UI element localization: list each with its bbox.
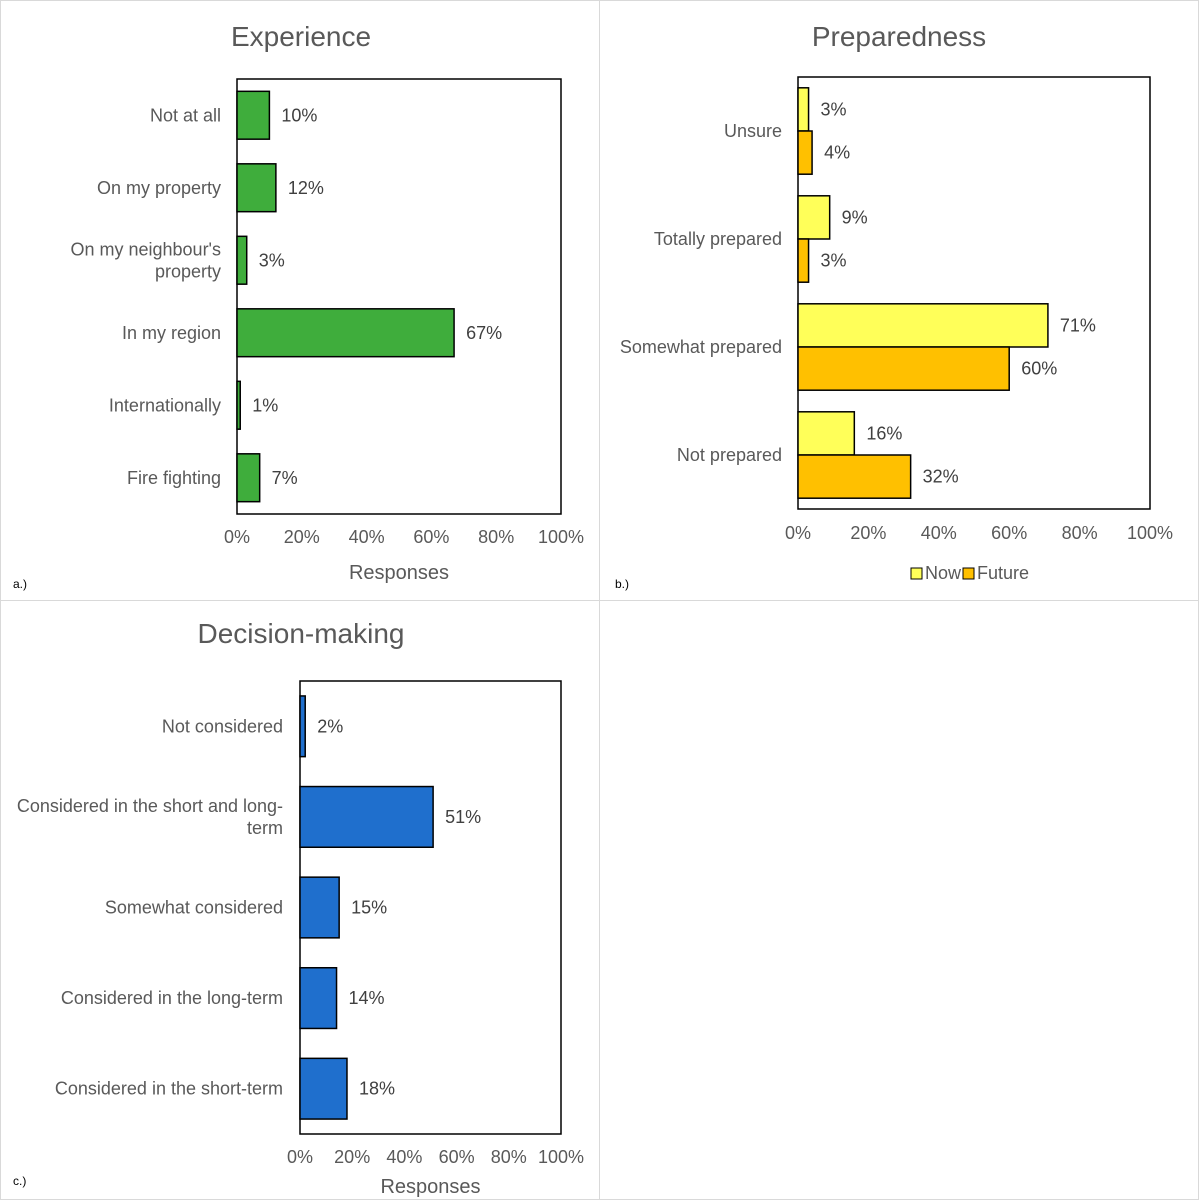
bar-experience [236, 90, 271, 140]
bar-decision-making [299, 966, 338, 1030]
category-label: Totally prepared [654, 229, 782, 249]
x-tick-label: 20% [850, 523, 886, 543]
x-tick-label: 80% [1062, 523, 1098, 543]
bar-now [797, 87, 810, 132]
data-label: 32% [923, 467, 959, 487]
data-label: 15% [351, 898, 387, 918]
data-label: 1% [252, 395, 278, 415]
data-label: 4% [824, 143, 850, 163]
x-tick-label: 60% [413, 527, 449, 547]
bar-future [797, 238, 810, 283]
category-label: Internationally [109, 395, 221, 415]
bar-future [797, 346, 1010, 391]
bar-experience [236, 308, 455, 358]
data-label: 3% [821, 99, 847, 119]
category-label: Considered in the short-term [55, 1079, 283, 1099]
category-label: Not prepared [677, 445, 782, 465]
data-label: 9% [842, 207, 868, 227]
decision-making-chart: Decision-making 0% 20% 40% 60% 80% 100% Respons… [13, 618, 584, 1198]
experience-chart-panel: Experience 0% 20% 40% 60% 80% 100% Responses a.)… [0, 0, 600, 601]
panel-label: a.) [13, 577, 27, 591]
chart-title: Preparedness [812, 21, 986, 52]
data-label: 51% [445, 807, 481, 827]
data-label: 18% [359, 1079, 395, 1099]
data-label: 3% [259, 250, 285, 270]
data-label: 7% [272, 468, 298, 488]
plot-area-border [236, 78, 562, 515]
category-label: Not at all [150, 105, 221, 125]
x-tick-label: 40% [349, 527, 385, 547]
chart-title: Decision-making [198, 618, 405, 649]
preparedness-chart: Preparedness 0% 20% 40% 60% 80% 100% b.) Unsure 3… [615, 21, 1173, 591]
x-tick-label: 100% [1127, 523, 1173, 543]
x-tick-label: 20% [334, 1147, 370, 1167]
panel-label: c.) [13, 1174, 26, 1188]
category-label: Considered in the long-term [61, 988, 283, 1008]
bar-experience [236, 453, 261, 503]
data-label: 14% [349, 988, 385, 1008]
category-label: Fire fighting [127, 468, 221, 488]
category-label: On my property [97, 178, 221, 198]
x-tick-label: 0% [224, 527, 250, 547]
data-label: 12% [288, 178, 324, 198]
bar-now [797, 195, 831, 240]
category-label: In my region [122, 323, 221, 343]
bar-now [797, 303, 1049, 348]
x-tick-label: 100% [538, 1147, 584, 1167]
x-tick-label: 80% [491, 1147, 527, 1167]
bar-decision-making [299, 1057, 348, 1120]
x-axis-title: Responses [349, 562, 449, 584]
preparedness-chart-panel: Preparedness 0% 20% 40% 60% 80% 100% b.) Unsure 3… [599, 0, 1199, 601]
bar-experience [236, 235, 248, 285]
x-axis-title: Responses [380, 1176, 480, 1198]
x-tick-label: 60% [439, 1147, 475, 1167]
x-tick-label: 100% [538, 527, 584, 547]
data-label: 2% [317, 716, 343, 736]
bar-now [797, 411, 856, 456]
legend-label: Future [977, 563, 1029, 583]
plot-area-border [797, 76, 1151, 510]
x-tick-label: 20% [284, 527, 320, 547]
legend-swatch [910, 567, 923, 580]
bar-decision-making [299, 876, 340, 939]
data-label: 60% [1021, 359, 1057, 379]
panel-label: b.) [615, 577, 629, 591]
category-label: Considered in the short and long-term [17, 796, 283, 838]
data-label: 10% [281, 105, 317, 125]
x-tick-label: 0% [287, 1147, 313, 1167]
data-label: 3% [821, 251, 847, 271]
bar-experience [236, 380, 241, 430]
x-tick-label: 60% [991, 523, 1027, 543]
decision-making-chart-panel: Decision-making 0% 20% 40% 60% 80% 100% Respons… [0, 600, 600, 1200]
x-tick-label: 40% [386, 1147, 422, 1167]
data-label: 67% [466, 323, 502, 343]
bar-decision-making [299, 785, 434, 849]
bar-future [797, 130, 813, 175]
category-label: Somewhat prepared [620, 337, 782, 357]
data-label: 71% [1060, 315, 1096, 335]
x-tick-label: 80% [478, 527, 514, 547]
bar-decision-making [299, 695, 306, 758]
data-label: 16% [866, 423, 902, 443]
legend-label: Now [925, 563, 962, 583]
x-tick-label: 0% [785, 523, 811, 543]
category-label: Unsure [724, 121, 782, 141]
empty-panel [599, 600, 1199, 1200]
x-tick-label: 40% [921, 523, 957, 543]
legend-swatch [962, 567, 975, 580]
category-label: On my neighbour's property [70, 239, 221, 281]
experience-chart: Experience 0% 20% 40% 60% 80% 100% Responses a.)… [13, 21, 584, 591]
category-label: Somewhat considered [105, 898, 283, 918]
category-label: Not considered [162, 716, 283, 736]
chart-title: Experience [231, 21, 371, 52]
bar-future [797, 454, 912, 499]
bar-experience [236, 163, 277, 213]
